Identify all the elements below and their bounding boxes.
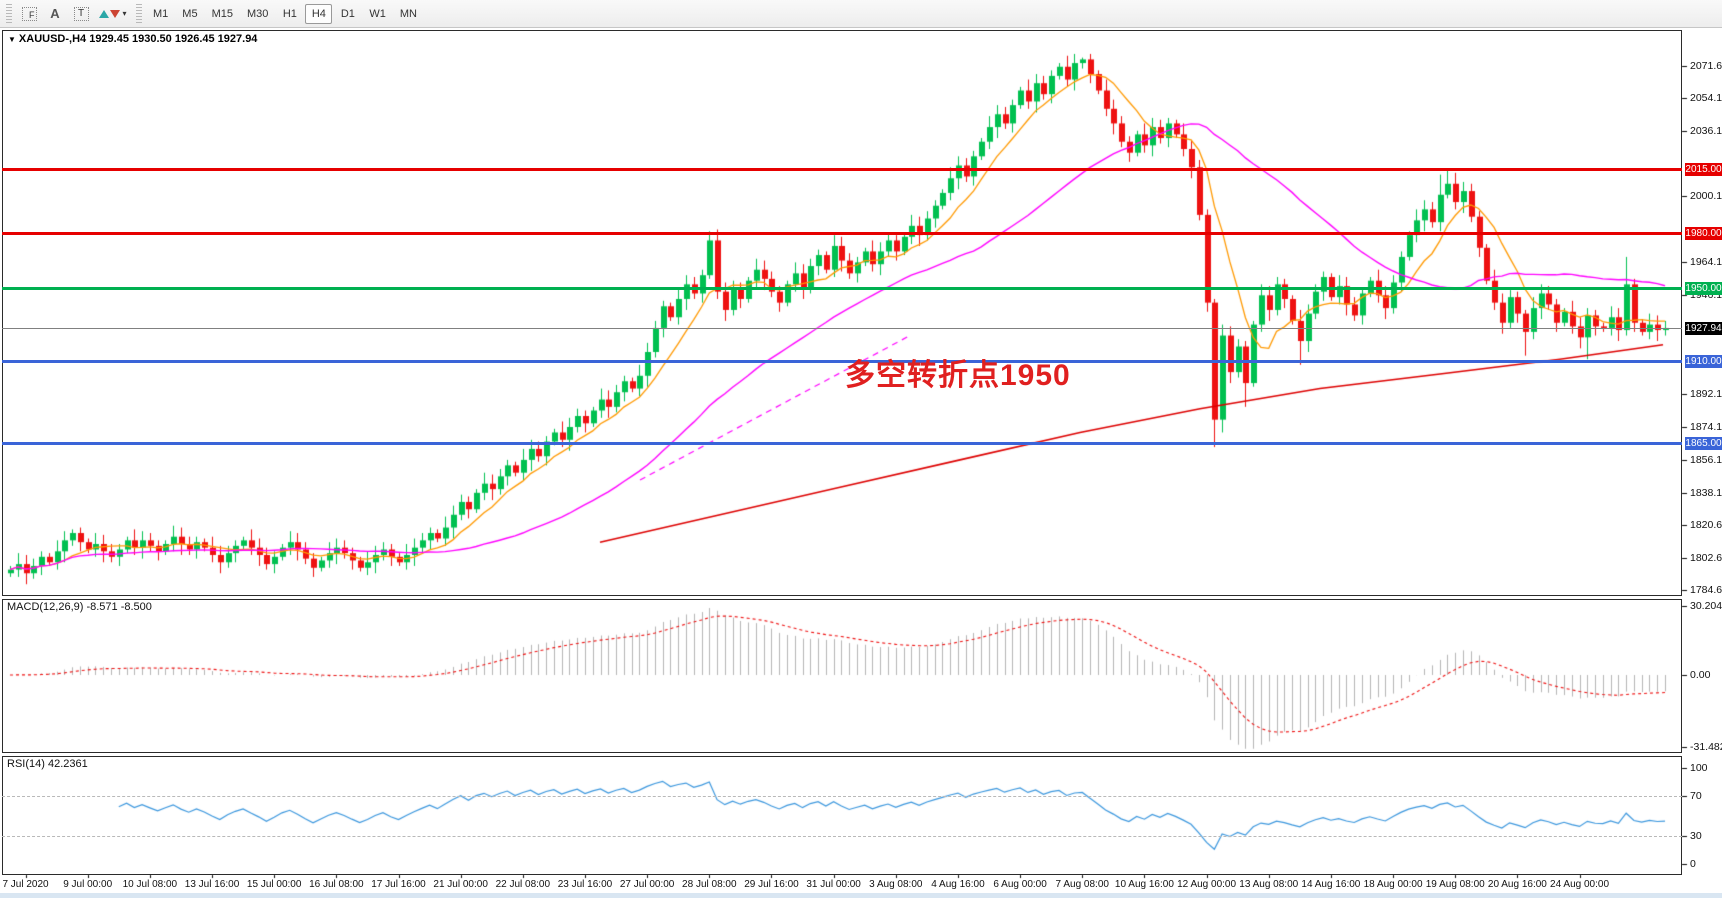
pointer-tool-icon: F — [21, 6, 37, 21]
rsi-tick-70: 70 — [1690, 790, 1702, 802]
price-tick-2054.10: 2054.10 — [1690, 91, 1722, 104]
tf-button-h4[interactable]: H4 — [305, 3, 333, 24]
rsi-tick-0: 0 — [1690, 858, 1696, 870]
price-tick-1964.10: 1964.10 — [1690, 256, 1722, 269]
time-tick: 16 Jul 08:00 — [309, 879, 364, 890]
time-tick: 6 Aug 00:00 — [993, 879, 1047, 890]
toolbar-drag-handle[interactable] — [6, 3, 12, 24]
price-tag-2015.00: 2015.00 — [1685, 162, 1722, 176]
time-tick: 27 Jul 00:00 — [619, 879, 675, 890]
time-tick: 3 Aug 08:00 — [869, 879, 923, 890]
text-label-tool-button[interactable]: T — [68, 3, 94, 25]
time-tick: 9 Jul 00:00 — [63, 879, 113, 890]
timeframe-group: M1 M5 M15 M30 H1 H4 D1 W1 MN — [146, 3, 424, 24]
rsi-guide-30 — [2, 836, 1682, 837]
tf-button-d1[interactable]: D1 — [334, 4, 361, 24]
current-price-line — [2, 328, 1682, 330]
macd-tick--31.482: -31.482 — [1690, 741, 1722, 754]
time-tick: 13 Jul 16:00 — [184, 879, 240, 890]
tf-button-w1[interactable]: W1 — [363, 4, 392, 24]
price-tag-1950.00: 1950.00 — [1685, 281, 1722, 295]
time-tick: 23 Jul 16:00 — [557, 879, 613, 890]
pointer-tool-button[interactable]: F — [16, 3, 42, 25]
time-tick: 4 Aug 16:00 — [931, 879, 985, 890]
hline-1910.00[interactable] — [2, 359, 1682, 363]
hline-1865.00[interactable] — [2, 441, 1682, 445]
time-tick: 29 Jul 16:00 — [744, 879, 799, 890]
text-tool-button[interactable]: A — [42, 3, 68, 25]
annotation-text[interactable]: 多空转折点1950 — [845, 359, 1071, 392]
text-tool-icon: A — [50, 6, 60, 21]
time-tick: 22 Jul 08:00 — [495, 879, 551, 890]
hline-2015.00[interactable] — [2, 167, 1682, 171]
time-tick: 7 Jul 2020 — [2, 879, 49, 890]
current-price-tag: 1927.94 — [1685, 321, 1722, 335]
arrow-up-icon — [99, 9, 110, 18]
macd-indicator-label: MACD(12,26,9) -8.571 -8.500 — [7, 601, 152, 613]
time-tick: 28 Jul 08:00 — [682, 879, 737, 890]
tf-button-m30[interactable]: M30 — [241, 4, 274, 24]
price-tick-1820.60: 1820.60 — [1690, 518, 1722, 531]
dropdown-caret-icon: ▾ — [122, 9, 127, 18]
tf-button-mn[interactable]: MN — [394, 4, 423, 24]
time-tick: 10 Jul 08:00 — [122, 879, 178, 890]
macd-tick-0.00: 0.00 — [1690, 669, 1711, 681]
time-tick: 15 Jul 00:00 — [246, 879, 302, 890]
price-tag-1910.00: 1910.00 — [1685, 354, 1722, 368]
time-tick: 19 Aug 08:00 — [1425, 879, 1485, 890]
text-label-tool-icon: T — [73, 6, 89, 21]
symbol-ohlc-text: XAUUSD-,H4 1929.45 1930.50 1926.45 1927.… — [18, 33, 258, 45]
tf-button-m1[interactable]: M1 — [147, 4, 174, 24]
rsi-indicator-label: RSI(14) 42.2361 — [7, 758, 88, 770]
price-tick-1802.60: 1802.60 — [1690, 551, 1722, 564]
price-tick-2071.60: 2071.60 — [1690, 59, 1722, 72]
symbol-header: ▼ XAUUSD-,H4 1929.45 1930.50 1926.45 1927… — [8, 33, 257, 45]
time-tick: 17 Jul 16:00 — [371, 879, 426, 890]
rsi-tick-100: 100 — [1690, 762, 1708, 774]
toolbar-drag-handle[interactable] — [136, 3, 142, 24]
time-tick: 18 Aug 00:00 — [1363, 879, 1423, 890]
price-tag-1980.00: 1980.00 — [1685, 226, 1722, 240]
price-tick-1784.60: 1784.60 — [1690, 584, 1722, 597]
time-tick: 12 Aug 00:00 — [1177, 879, 1237, 890]
price-tick-2000.10: 2000.10 — [1690, 190, 1722, 203]
tf-button-m5[interactable]: M5 — [176, 4, 203, 24]
toolbar: F A T ▾ M1 M5 M15 M30 H1 H4 D1 W1 MN — [0, 0, 1722, 28]
price-tick-1892.10: 1892.10 — [1690, 387, 1722, 400]
tf-button-h1[interactable]: H1 — [276, 4, 303, 24]
collapse-icon[interactable]: ▼ — [8, 35, 16, 44]
price-tick-1838.10: 1838.10 — [1690, 486, 1722, 499]
time-tick: 21 Jul 00:00 — [433, 879, 488, 890]
arrows-tool-button[interactable]: ▾ — [94, 3, 132, 25]
macd-tick-30.204: 30.204 — [1690, 599, 1722, 612]
time-tick: 13 Aug 08:00 — [1239, 879, 1299, 890]
time-tick: 24 Aug 00:00 — [1550, 879, 1610, 890]
time-tick: 20 Aug 16:00 — [1487, 879, 1547, 890]
arrow-down-icon — [110, 9, 121, 18]
time-tick: 7 Aug 08:00 — [1055, 879, 1109, 890]
rsi-guide-70 — [2, 796, 1682, 797]
price-tick-1856.10: 1856.10 — [1690, 453, 1722, 466]
price-tick-1874.10: 1874.10 — [1690, 420, 1722, 433]
hline-1950.00[interactable] — [2, 286, 1682, 290]
horizontal-scrollbar[interactable] — [0, 893, 1722, 898]
time-tick: 10 Aug 16:00 — [1114, 879, 1174, 890]
price-tag-1865.00: 1865.00 — [1685, 436, 1722, 450]
time-tick: 14 Aug 16:00 — [1301, 879, 1361, 890]
hline-1980.00[interactable] — [2, 231, 1682, 235]
price-tick-2036.10: 2036.10 — [1690, 124, 1722, 137]
time-tick: 31 Jul 00:00 — [806, 879, 861, 890]
rsi-tick-30: 30 — [1690, 830, 1702, 842]
tf-button-m15[interactable]: M15 — [206, 4, 239, 24]
